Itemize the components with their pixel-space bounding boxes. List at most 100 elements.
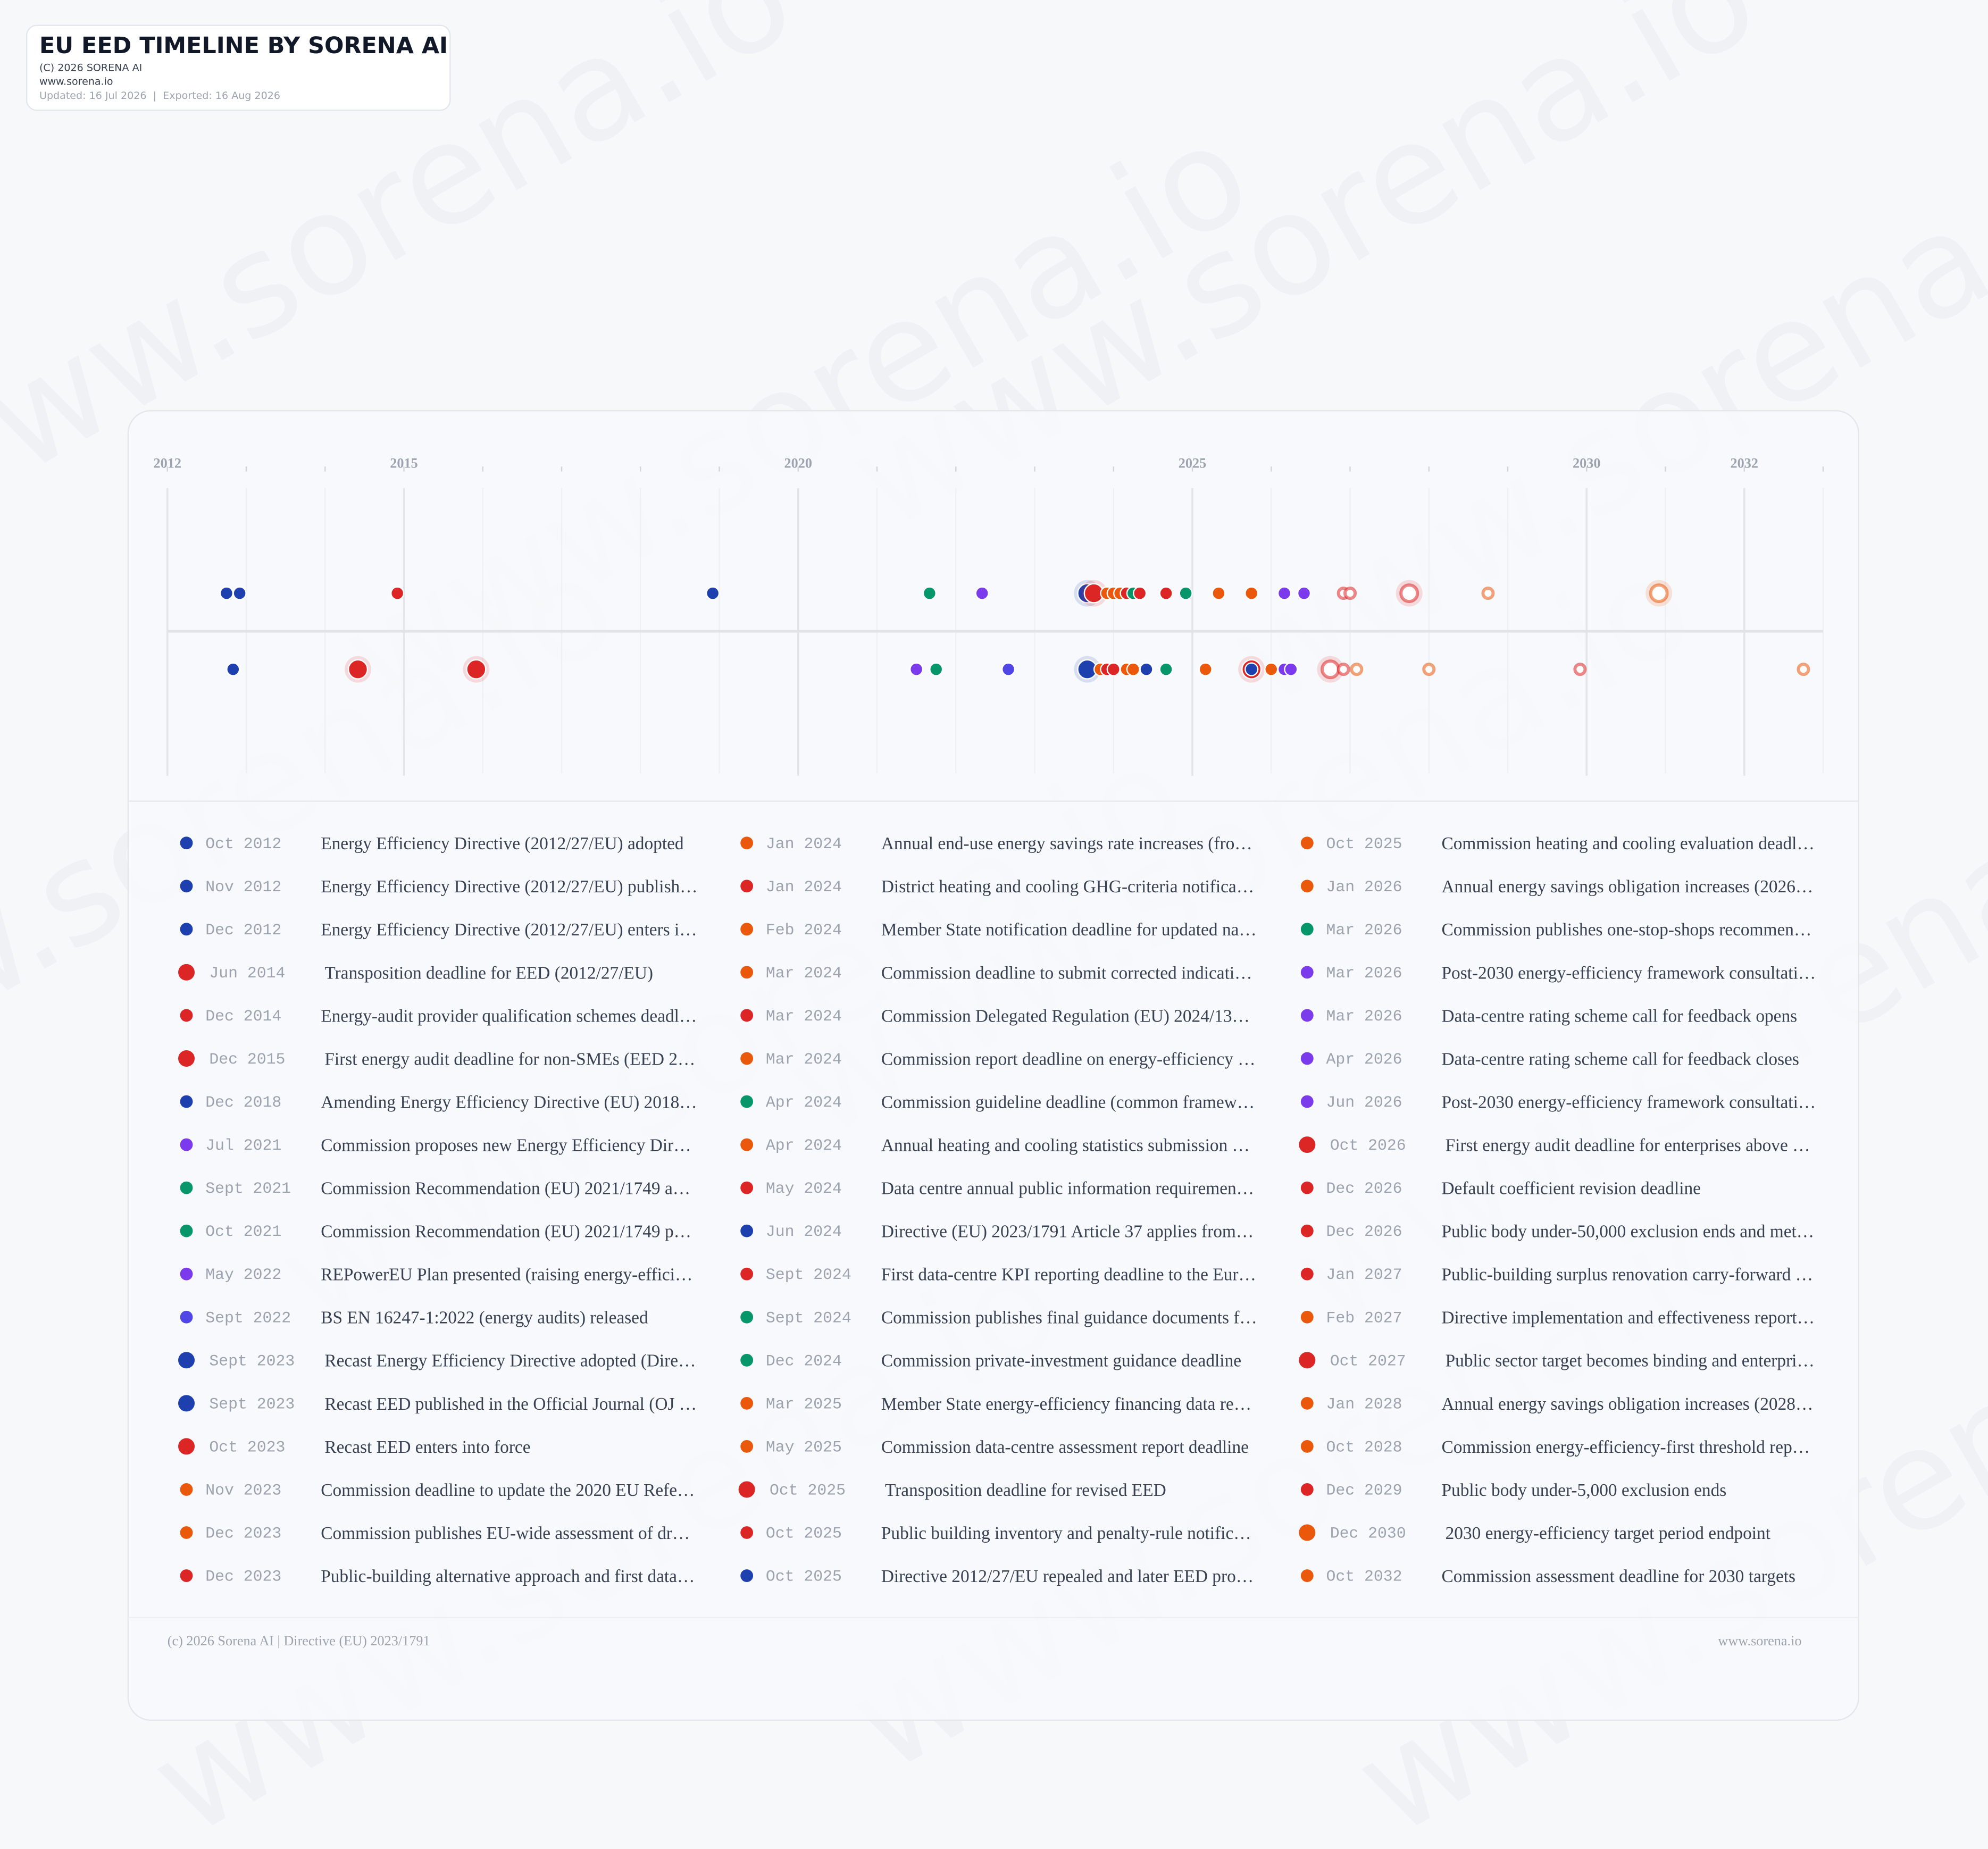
event-dot [929,662,943,676]
event-label: Energy Efficiency Directive (2012/27/EU)… [321,920,697,940]
event-date: Jun 2026 [1326,1093,1402,1111]
event-label: Commission deadline to submit corrected … [881,963,1252,983]
event-date: Mar 2024 [766,1007,842,1025]
event-date: May 2025 [766,1438,842,1456]
event-date: Mar 2025 [766,1395,842,1413]
event-dot [1126,662,1140,676]
legend-dot [178,964,195,981]
event-dot [706,586,720,600]
legend-dot [180,880,193,893]
event-date: Dec 2029 [1326,1481,1402,1499]
event-dot [1573,663,1587,676]
legend-dot [740,1138,754,1151]
event-dot [1797,663,1810,676]
event-label: REPowerEU Plan presented (raising energy… [321,1265,692,1285]
event-dot [1350,663,1364,676]
event-label: Public body under-50,000 exclusion ends … [1441,1222,1814,1242]
legend-dot [1300,1310,1314,1324]
event-label: District heating and cooling GHG-criteri… [881,877,1254,897]
event-dot [1284,662,1298,676]
event-date: Nov 2023 [205,1481,281,1499]
event-dot [1343,587,1357,600]
event-label: Commission deadline to update the 2020 E… [321,1480,695,1500]
event-label: Public-building surplus renovation carry… [1441,1265,1813,1285]
event-label: Member State energy-efficiency financing… [881,1394,1251,1414]
legend-dot [180,1224,193,1237]
event-label: Data centre annual public information re… [881,1179,1254,1199]
event-label: Commission energy-efficiency-first thres… [1441,1437,1810,1457]
event-label: Default coefficient revision deadline [1441,1179,1701,1199]
event-date: Mar 2024 [766,964,842,982]
title: EU EED TIMELINE BY SORENA AI [39,32,448,59]
event-date: Dec 2026 [1326,1223,1402,1241]
event-label: Commission heating and cooling evaluatio… [1441,834,1814,854]
event-date: May 2024 [766,1179,842,1198]
legend-dot [740,923,754,936]
event-date: Jan 2027 [1326,1266,1402,1284]
legend-dot [740,1569,754,1582]
event-dot [1244,662,1259,676]
legend-dot [180,1181,193,1194]
event-dot [1198,662,1213,676]
event-label: Recast EED published in the Official Jou… [324,1394,697,1414]
legend-dot [180,1526,193,1539]
event-label: Transposition deadline for EED (2012/27/… [324,963,653,983]
event-date: Mar 2026 [1326,964,1402,982]
event-dot [390,586,405,600]
footer-left: (c) 2026 Sorena AI | Directive (EU) 2023… [168,1633,430,1649]
event-date: Sept 2023 [209,1395,295,1413]
event-dot [1297,586,1312,600]
event-dot [1277,586,1292,600]
event-dot [1001,662,1016,676]
event-list: Oct 2012 Energy Efficiency Directive (201… [178,834,1816,1586]
event-date: Jan 2026 [1326,878,1402,896]
event-label: Commission publishes one-stop-shops reco… [1441,920,1811,940]
event-dot [1399,583,1419,604]
legend-dot [1300,1396,1314,1410]
year-label: 2030 [1573,456,1600,471]
legend-dot [738,1481,755,1498]
legend-dot [740,1009,754,1022]
year-label: 2032 [1731,456,1758,471]
event-dot [922,586,937,600]
event-label: Public building inventory and penalty-ru… [881,1524,1251,1543]
event-date: Dec 2023 [205,1568,281,1586]
legend-dot [180,836,193,850]
event-date: Dec 2030 [1330,1525,1406,1543]
event-label: Directive (EU) 2023/1791 Article 37 appl… [881,1222,1254,1242]
event-date: Sept 2021 [205,1179,291,1198]
event-date: Mar 2024 [766,1050,842,1068]
event-date: Oct 2026 [1330,1136,1406,1154]
legend-dot [1299,1524,1316,1541]
event-dot [975,586,989,600]
event-dot [1422,663,1436,676]
event-label: Annual end-use energy savings rate incre… [881,834,1252,854]
legend-dot [180,1138,193,1151]
event-dot [1159,586,1173,600]
event-dot [1179,586,1193,600]
header-card [26,24,451,111]
dates: Updated: 16 Jul 2026 | Exported: 16 Aug … [39,90,280,102]
legend-dot [740,1052,754,1065]
event-date: Oct 2032 [1326,1568,1402,1586]
event-dot [1244,586,1259,600]
event-date: Nov 2012 [205,878,281,896]
legend-dot [1300,1483,1314,1496]
event-date: Sept 2024 [766,1266,851,1284]
event-label: Post-2030 energy-efficiency framework co… [1441,963,1816,983]
event-date: Jul 2021 [205,1136,281,1154]
event-label: Commission proposes new Energy Efficienc… [321,1135,691,1155]
legend-dot [740,1396,754,1410]
timeline-dots [219,580,1810,683]
event-date: Oct 2012 [205,835,281,853]
event-dot [1159,662,1173,676]
event-label: Public sector target becomes binding and… [1446,1351,1815,1371]
copyright: (C) 2026 SORENA AI [39,62,142,73]
event-date: Sept 2022 [205,1309,291,1327]
legend-dot [180,1483,193,1496]
event-label: Energy-audit provider qualification sche… [321,1006,697,1026]
event-label: Data-centre rating scheme call for feedb… [1441,1049,1799,1069]
event-label: Commission Delegated Regulation (EU) 202… [881,1006,1250,1026]
event-label: Commission publishes EU-wide assessment … [321,1524,690,1543]
